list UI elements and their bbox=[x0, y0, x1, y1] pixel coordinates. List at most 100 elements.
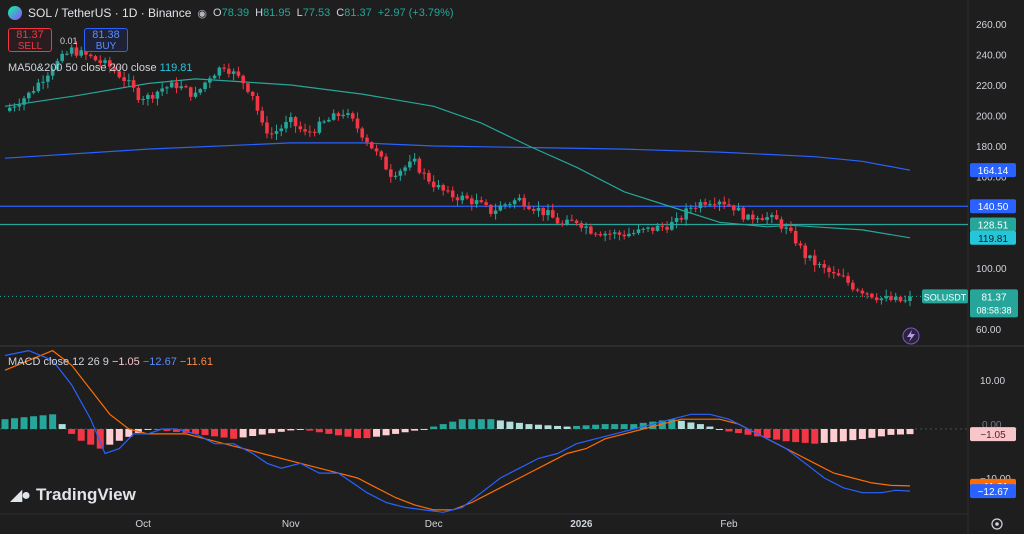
tradingview-logo[interactable]: ◢● TradingView bbox=[10, 485, 136, 505]
macd-histogram-bar bbox=[487, 419, 495, 429]
macd-histogram-bar bbox=[1, 419, 9, 429]
macd-histogram-bar bbox=[820, 429, 828, 443]
candle-body bbox=[203, 82, 207, 90]
candle-body bbox=[193, 92, 198, 97]
macd-histogram-bar bbox=[353, 429, 361, 439]
macd-histogram-bar bbox=[258, 429, 266, 435]
candle-body bbox=[441, 185, 446, 191]
candle-body bbox=[131, 80, 136, 88]
candle-body bbox=[69, 47, 74, 54]
candle-body bbox=[84, 50, 88, 55]
candle-body bbox=[227, 68, 231, 74]
candle-body bbox=[431, 181, 436, 188]
candle-body bbox=[222, 67, 226, 69]
candle-body bbox=[217, 67, 222, 76]
candle-body bbox=[127, 80, 131, 82]
candle-body bbox=[174, 82, 179, 89]
macd-histogram-bar bbox=[620, 424, 628, 429]
candle-body bbox=[46, 75, 50, 82]
candle-body bbox=[508, 204, 512, 206]
macd-histogram-bar bbox=[401, 429, 409, 433]
candle-body bbox=[122, 77, 126, 82]
macd-histogram-bar bbox=[477, 419, 485, 429]
candle-body bbox=[636, 229, 641, 233]
candle-body bbox=[22, 98, 26, 105]
candle-body bbox=[851, 282, 855, 290]
candle-body bbox=[879, 298, 884, 301]
candle-body bbox=[288, 117, 293, 123]
macd-histogram-bar bbox=[573, 425, 581, 429]
macd-histogram-bar bbox=[534, 424, 542, 429]
macd-histogram-bar bbox=[306, 429, 314, 431]
macd-histogram-bar bbox=[153, 429, 161, 430]
x-tick-label: Dec bbox=[425, 519, 443, 530]
candle-body bbox=[655, 225, 660, 231]
signal-value: −11.61 bbox=[179, 356, 214, 368]
buy-price: 81.38 bbox=[92, 29, 120, 41]
macd-histogram-bar bbox=[115, 429, 123, 441]
price-tag: 140.50 bbox=[978, 202, 1009, 213]
candle-body bbox=[160, 88, 164, 92]
candle-body bbox=[865, 293, 869, 295]
macd-histogram-bar bbox=[49, 414, 57, 429]
macd-histogram-bar bbox=[592, 424, 600, 429]
candle-body bbox=[308, 131, 312, 133]
candlesticks bbox=[7, 41, 912, 307]
price-tag-bg bbox=[970, 217, 1016, 232]
buy-button[interactable]: 81.38 BUY bbox=[84, 28, 128, 52]
macd-legend[interactable]: MACD close 12 26 9 −1.05 −12.67 −11.61 bbox=[8, 356, 213, 368]
ma-legend-value: 119.81 bbox=[159, 62, 193, 74]
candle-body bbox=[784, 227, 788, 229]
candle-body bbox=[498, 205, 503, 211]
macd-histogram-bar bbox=[106, 429, 114, 445]
y-tick-label: 260.00 bbox=[976, 20, 1007, 31]
candle-body bbox=[179, 86, 184, 89]
candle-body bbox=[446, 190, 450, 192]
macd-histogram-bar bbox=[96, 429, 104, 449]
candle-body bbox=[322, 121, 326, 123]
symbol-title[interactable]: SOL / TetherUS · 1D · Binance bbox=[28, 6, 192, 20]
candle-body bbox=[646, 227, 650, 229]
macd-histogram-bar bbox=[201, 429, 209, 436]
candle-body bbox=[465, 195, 469, 199]
spread-value: 0.01 bbox=[60, 36, 78, 46]
candle-body bbox=[103, 60, 107, 63]
candle-body bbox=[212, 75, 217, 79]
candle-body bbox=[612, 232, 617, 234]
candle-body bbox=[293, 117, 298, 127]
candle-body bbox=[279, 128, 284, 132]
macd-histogram-bar bbox=[163, 429, 171, 431]
candle-body bbox=[722, 201, 727, 205]
macd-tag-bg bbox=[970, 427, 1016, 442]
open-value: 78.39 bbox=[221, 7, 250, 19]
candle-body bbox=[98, 60, 103, 63]
ma-legend[interactable]: MA50&200 50 close 200 close 119.81 bbox=[8, 62, 193, 74]
horizontal-lines[interactable] bbox=[0, 205, 968, 297]
candle-body bbox=[436, 185, 441, 188]
sell-button[interactable]: 81.37 SELL bbox=[8, 28, 52, 52]
macd-histogram-bar bbox=[77, 429, 85, 441]
candle-body bbox=[474, 200, 479, 205]
candle-body bbox=[641, 228, 646, 230]
eye-icon[interactable]: ◉ bbox=[197, 7, 208, 20]
price-tag: 119.81 bbox=[978, 234, 1008, 245]
candle-body bbox=[870, 293, 874, 298]
candle-body bbox=[884, 296, 888, 299]
y-tick-label: 160.00 bbox=[976, 173, 1007, 184]
candle-body bbox=[417, 158, 422, 173]
candle-body bbox=[169, 82, 174, 88]
candle-body bbox=[360, 128, 365, 138]
candle-body bbox=[712, 204, 717, 206]
candle-body bbox=[855, 289, 860, 291]
macd-histogram-bar bbox=[68, 429, 76, 434]
close-label: C bbox=[336, 7, 345, 19]
candle-body bbox=[836, 273, 841, 276]
macd-histogram-bar bbox=[830, 429, 838, 443]
candle-body bbox=[589, 226, 593, 234]
candle-body bbox=[412, 158, 417, 162]
candle-body bbox=[765, 217, 769, 220]
candle-body bbox=[817, 264, 822, 266]
candle-body bbox=[384, 156, 388, 170]
candle-body bbox=[303, 129, 307, 132]
